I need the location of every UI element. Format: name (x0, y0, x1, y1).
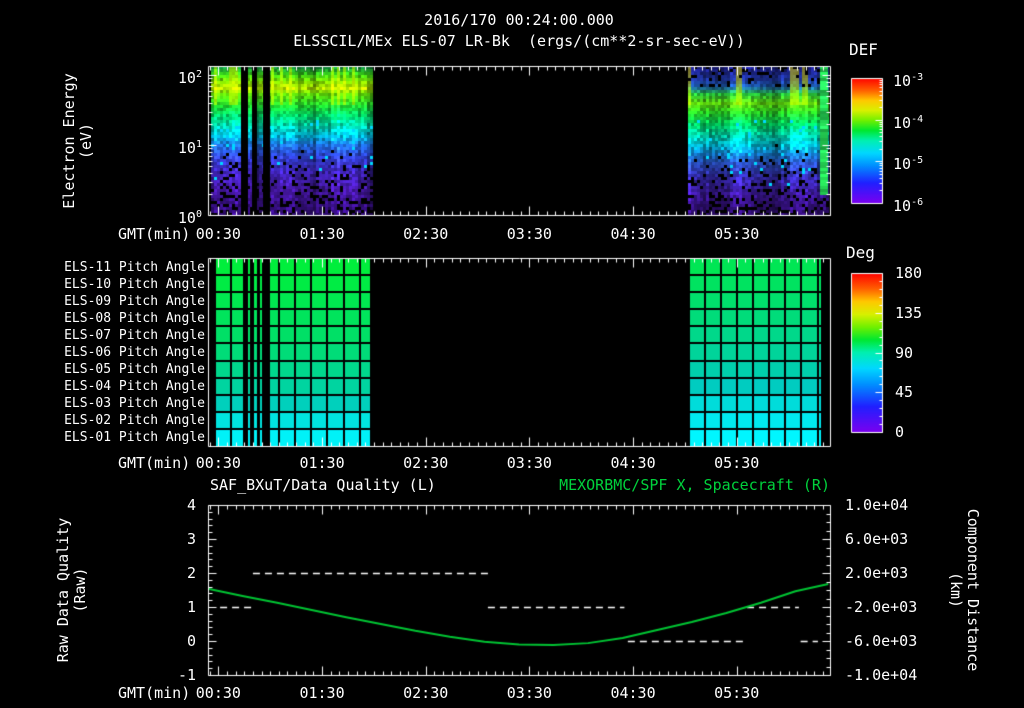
distance-tick-label: 1.0e+04 (845, 496, 909, 514)
distance-tick-label: -1.0e+04 (845, 666, 918, 684)
distance-tick-label: 6.0e+03 (845, 530, 909, 548)
pitch-row-label: ELS-02 Pitch Angle (64, 413, 205, 429)
panel1-y-axis-label-line2: (eV) (77, 122, 95, 160)
deg-tick-label: 0 (895, 423, 905, 441)
pitch-row-label: ELS-04 Pitch Angle (64, 379, 205, 395)
panel1-y-axis-label: Electron Energy (eV) (60, 73, 95, 209)
colorbar1-title: DEF (849, 40, 878, 59)
quality-tick-label: 0 (186, 632, 196, 650)
time-tick-label: 03:30 (506, 454, 552, 472)
panel3-y-axis-label-line1: Raw Data Quality (54, 517, 72, 663)
panel3-y-axis-label: Raw Data Quality (Raw) (54, 517, 89, 663)
time-tick-label: 02:30 (403, 454, 449, 472)
quality-tick-label: 4 (186, 496, 196, 514)
def-tick-label: 10-5 (893, 155, 924, 174)
time-tick-label: 02:30 (403, 225, 449, 243)
pitch-row-label: ELS-05 Pitch Angle (64, 362, 205, 378)
time-tick-label: 00:30 (195, 225, 241, 243)
pitch-row-label: ELS-06 Pitch Angle (64, 345, 205, 360)
def-tick-label: 10-4 (893, 113, 924, 132)
panel3-right-axis-label-line2: (km) (947, 571, 965, 609)
colorbar2-title: Deg (846, 243, 875, 262)
energy-tick-label: 101 (177, 139, 202, 157)
time-tick-label: 03:30 (506, 225, 552, 243)
energy-tick-label: 100 (177, 209, 202, 227)
time-tick-label: 03:30 (506, 684, 552, 702)
pitch-row-label: ELS-07 Pitch Angle (64, 327, 205, 343)
time-tick-label: 04:30 (610, 454, 656, 472)
panel3-right-axis-label: Component Distance (km) (947, 508, 982, 672)
time-tick-label: 04:30 (610, 684, 656, 702)
deg-tick-label: 180 (895, 264, 923, 282)
panel3-gmt-label: GMT(min) (118, 684, 191, 702)
panel1-gmt-label: GMT(min) (118, 225, 191, 243)
quality-tick-label: 1 (186, 598, 196, 616)
time-tick-label: 01:30 (299, 225, 345, 243)
pitch-row-label: ELS-10 Pitch Angle (64, 276, 205, 292)
quality-tick-label: -1 (177, 666, 196, 684)
panel3-right-axis-label-line1: Component Distance (964, 508, 982, 672)
time-tick-label: 01:30 (299, 454, 345, 472)
energy-tick-label: 102 (177, 69, 202, 87)
time-tick-label: 05:30 (714, 225, 760, 243)
time-tick-label: 01:30 (299, 684, 345, 702)
panel2-gmt-label: GMT(min) (118, 454, 191, 472)
pitch-row-label: ELS-01 Pitch Angle (64, 430, 205, 446)
distance-tick-label: -6.0e+03 (845, 632, 918, 650)
time-tick-label: 05:30 (714, 684, 760, 702)
page-title-date: 2016/170 00:24:00.000 (424, 11, 614, 29)
def-tick-label: 10-3 (893, 72, 924, 90)
quality-tick-label: 3 (186, 530, 196, 548)
quality-tick-label: 2 (186, 564, 196, 582)
panel3-y-axis-label-line2: (Raw) (71, 567, 89, 613)
pitch-row-label: ELS-11 Pitch Angle (64, 259, 205, 275)
distance-tick-label: -2.0e+03 (845, 598, 918, 616)
panel3-title-left: SAF_BXuT/Data Quality (L) (210, 476, 436, 494)
time-tick-label: 04:30 (610, 225, 656, 243)
def-tick-label: 10-6 (893, 197, 924, 215)
pitch-row-label: ELS-03 Pitch Angle (64, 396, 205, 412)
deg-tick-label: 135 (895, 303, 923, 322)
time-tick-label: 05:30 (714, 454, 760, 472)
pitch-row-label: ELS-08 Pitch Angle (64, 310, 205, 326)
panel1-y-axis-label-line1: Electron Energy (60, 73, 78, 209)
time-tick-label: 02:30 (403, 684, 449, 702)
deg-tick-label: 45 (895, 383, 914, 402)
distance-tick-label: 2.0e+03 (845, 564, 909, 582)
pitch-row-label: ELS-09 Pitch Angle (64, 293, 205, 309)
time-tick-label: 00:30 (195, 454, 241, 472)
time-tick-label: 00:30 (195, 684, 241, 702)
deg-tick-label: 90 (895, 343, 914, 362)
page-title-instrument: ELSSCIL/MEx ELS-07 LR-Bk (ergs/(cm**2-sr… (293, 32, 745, 50)
panel3-title-right: MEXORBMC/SPF X, Spacecraft (R) (559, 476, 830, 494)
